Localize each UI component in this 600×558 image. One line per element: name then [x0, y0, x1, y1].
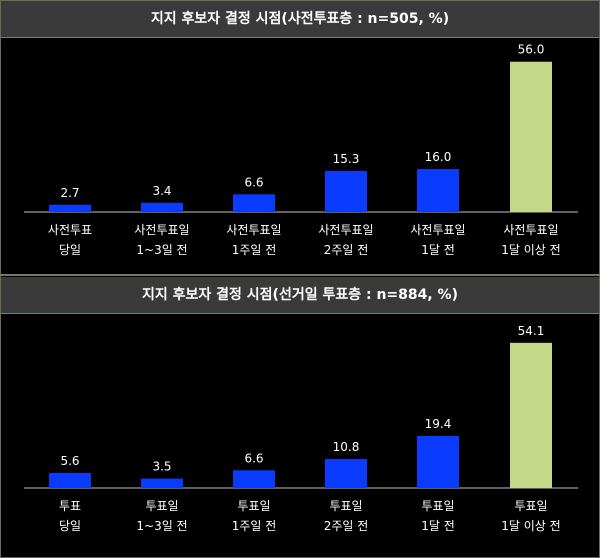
x-tick-label: 사전투표일 [503, 223, 558, 237]
x-tick-label: 당일 [59, 519, 81, 533]
data-label: 5.6 [60, 454, 79, 468]
panel-separator [0, 274, 600, 276]
data-label: 10.8 [333, 440, 360, 454]
x-tick-label: 1달 전 [421, 519, 455, 533]
data-label: 6.6 [244, 451, 263, 465]
x-tick-label: 1주일 전 [232, 243, 277, 257]
x-tick-label: 1달 이상 전 [501, 519, 560, 533]
x-tick-label: 투표일 [421, 499, 454, 513]
data-label: 15.3 [333, 152, 360, 166]
bar [49, 472, 91, 488]
data-label: 3.5 [152, 460, 171, 474]
bar [233, 470, 275, 488]
data-label: 6.6 [244, 175, 263, 189]
data-label: 54.1 [518, 324, 545, 338]
bar [141, 202, 183, 212]
chart-title-2: 지지 후보자 결정 시점(선거일 투표층 : n=884, %) [1, 277, 599, 314]
x-tick-label: 투표일 [145, 499, 178, 513]
bar [233, 194, 275, 212]
bar [325, 170, 367, 212]
bar [49, 204, 91, 212]
x-tick-label: 투표일 [329, 499, 362, 513]
x-tick-label: 사전투표일 [410, 223, 465, 237]
x-tick-label: 사전투표일 [134, 223, 189, 237]
bar [510, 61, 552, 212]
bar [417, 435, 459, 488]
x-tick-label: 사전투표일 [226, 223, 281, 237]
data-label: 16.0 [425, 150, 452, 164]
bar [325, 459, 367, 488]
x-tick-label: 1주일 전 [232, 519, 277, 533]
x-tick-label: 사전투표 [48, 223, 92, 237]
x-tick-label: 1~3일 전 [136, 243, 187, 257]
x-tick-label: 1~3일 전 [136, 519, 187, 533]
x-tick-label: 2주일 전 [324, 243, 369, 257]
x-tick-label: 투표일 [514, 499, 547, 513]
bar [417, 169, 459, 212]
data-label: 56.0 [518, 43, 545, 57]
x-tick-label: 2주일 전 [324, 519, 369, 533]
x-tick-label: 투표 [59, 499, 81, 513]
x-tick-label: 1달 이상 전 [501, 243, 560, 257]
bar [510, 342, 552, 488]
x-tick-label: 1달 전 [421, 243, 455, 257]
chart-title-1: 지지 후보자 결정 시점(사전투표층 : n=505, %) [1, 1, 599, 38]
bar [141, 478, 183, 488]
x-tick-label: 투표일 [237, 499, 270, 513]
x-tick-label: 당일 [59, 243, 81, 257]
data-label: 19.4 [425, 417, 452, 431]
x-tick-label: 사전투표일 [318, 223, 373, 237]
data-label: 3.4 [152, 184, 171, 198]
data-label: 2.7 [60, 186, 79, 200]
